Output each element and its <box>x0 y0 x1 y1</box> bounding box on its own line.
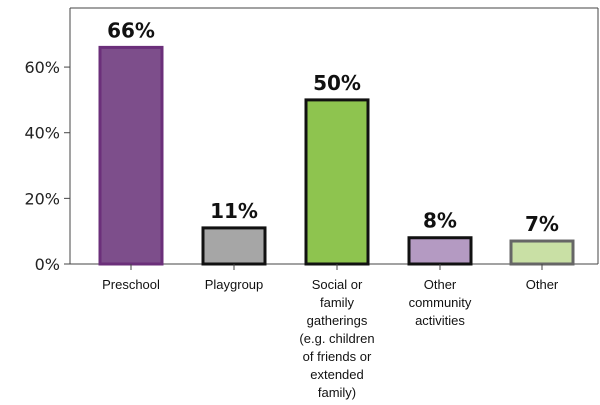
category-label-line: extended <box>310 367 364 382</box>
category-label-line: Preschool <box>102 277 160 292</box>
category-label: Other community activities <box>409 277 472 328</box>
bar-value-label: 66% <box>107 18 155 42</box>
category-label-line: activities <box>415 313 465 328</box>
category-label-line: Playgroup <box>205 277 264 292</box>
category-label-line: gatherings <box>307 313 368 328</box>
bar <box>407 236 473 266</box>
y-tick-label: 20% <box>24 189 60 208</box>
y-tick-label: 60% <box>24 58 60 77</box>
bar <box>304 98 370 266</box>
category-label: Playgroup <box>205 277 264 292</box>
y-tick-label: 40% <box>24 124 60 143</box>
bar-value-label: 7% <box>525 212 559 236</box>
x-axis-categories: Preschool Playgroup Social or family gatheri… <box>102 264 559 400</box>
data-labels-group: 66% 11% 50% 8% 7% <box>107 18 559 236</box>
category-label: Other <box>526 277 559 292</box>
bar-value-label: 50% <box>313 71 361 95</box>
y-tick-label: 0% <box>35 255 60 274</box>
bars-group <box>98 45 575 266</box>
category-label-line: Other <box>526 277 559 292</box>
bar <box>201 226 267 266</box>
category-label-line: family) <box>318 385 356 400</box>
bar <box>509 239 575 266</box>
category-label-line: Other <box>424 277 457 292</box>
category-label: Social or family gatherings (e.g. children o… <box>299 277 374 400</box>
category-label-line: of friends or <box>303 349 372 364</box>
category-label-line: (e.g. children <box>299 331 374 346</box>
y-axis: 0% 20% 40% 60% <box>24 58 70 274</box>
category-label-line: community <box>409 295 472 310</box>
category-label: Preschool <box>102 277 160 292</box>
bar-value-label: 11% <box>210 199 258 223</box>
bar <box>98 45 164 266</box>
bar-value-label: 8% <box>423 209 457 233</box>
category-label-line: family <box>320 295 354 310</box>
category-label-line: Social or <box>312 277 363 292</box>
